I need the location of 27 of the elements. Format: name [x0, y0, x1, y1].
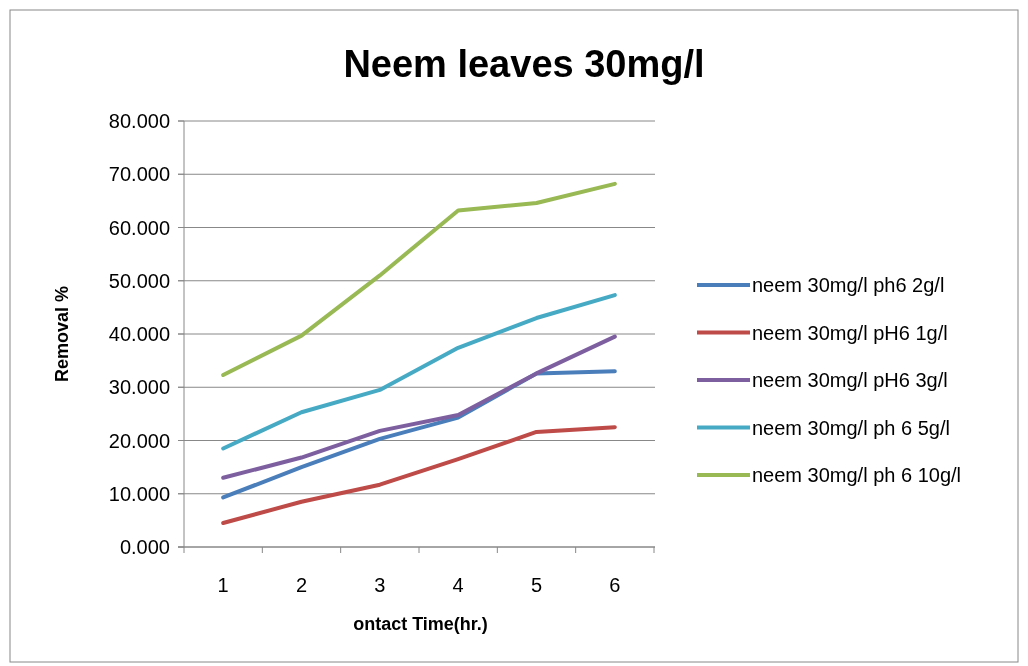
y-axis-title: Removal %: [52, 285, 72, 383]
line-series: [221, 334, 617, 480]
y-tick-label: 10.000: [108, 482, 170, 505]
x-tick-label: 2: [295, 574, 308, 596]
chart-title: Neem leaves 30mg/l: [343, 43, 705, 85]
x-axis-title: ontact Time(hr.): [353, 614, 488, 634]
legend-label: neem 30mg/l ph 6 5g/l: [752, 416, 950, 439]
y-tick-label: 60.000: [108, 216, 170, 239]
x-tick-label: 4: [452, 574, 464, 596]
line-series: [221, 293, 617, 451]
legend-label: neem 30mg/l ph 6 10g/l: [752, 464, 962, 486]
x-tick-label: 6: [609, 574, 621, 596]
y-tick-label: 50.000: [108, 269, 170, 292]
x-tick-label: 3: [374, 574, 386, 596]
y-tick-label: 0.000: [119, 536, 170, 558]
x-tick-label: 1: [217, 574, 229, 596]
y-tick-label: 40.000: [108, 323, 170, 345]
y-tick-label: 70.000: [108, 163, 170, 186]
x-tick-label: 5: [530, 574, 543, 596]
y-tick-label: 30.000: [108, 376, 170, 399]
legend-label: neem 30mg/l pH6 3g/l: [752, 369, 948, 391]
line-series: [221, 425, 617, 526]
legend-label: neem 30mg/l pH6 1g/l: [752, 321, 948, 344]
y-tick-label: 80.000: [108, 110, 170, 132]
legend-label: neem 30mg/l ph6 2g/l: [752, 274, 945, 296]
line-series: [221, 181, 617, 377]
y-tick-label: 20.000: [108, 429, 170, 452]
